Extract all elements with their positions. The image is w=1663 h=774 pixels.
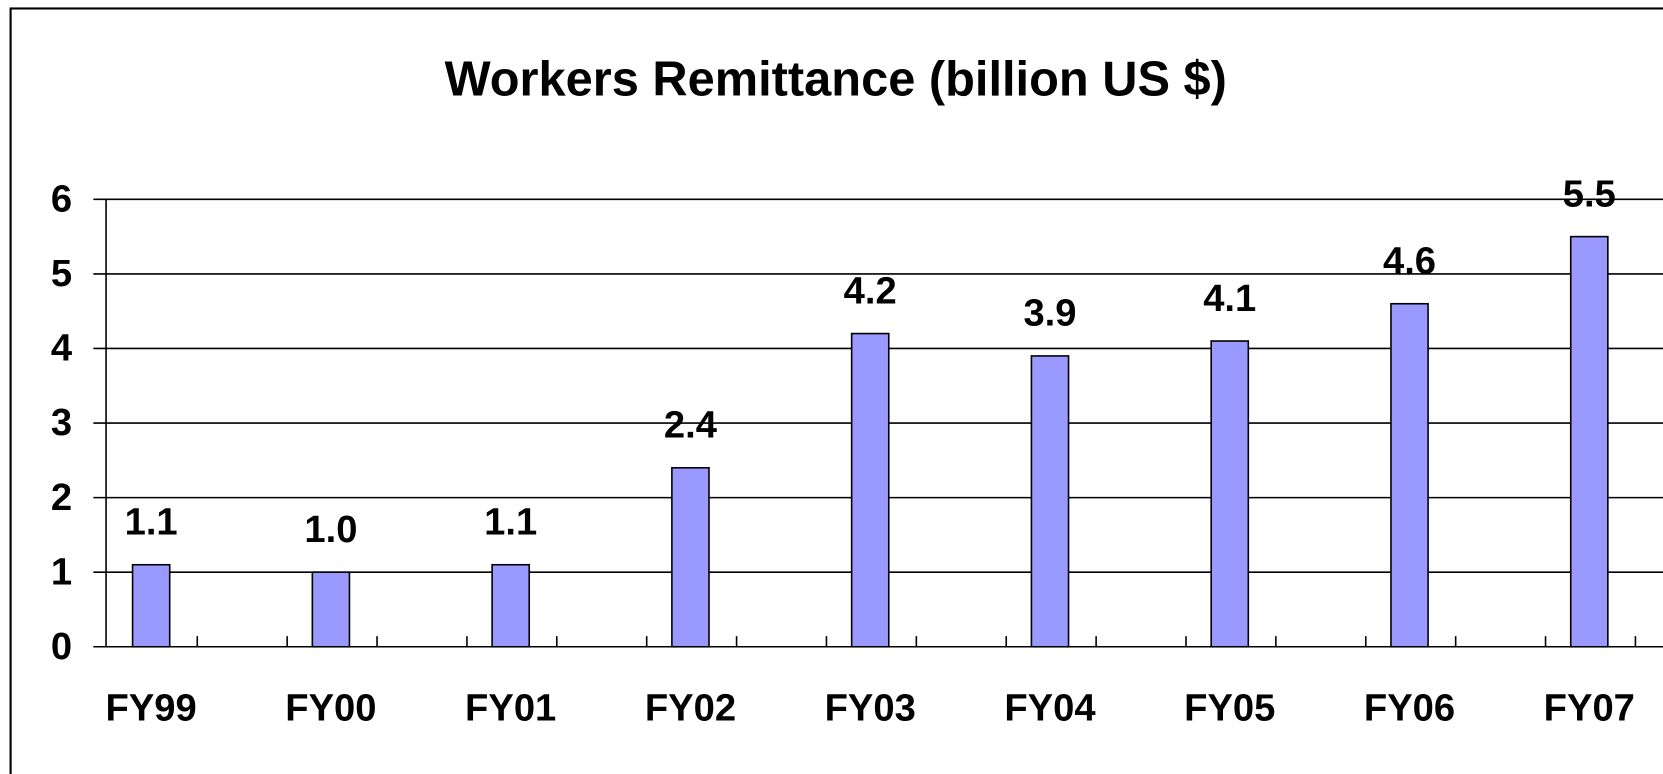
y-tick-label: 6 bbox=[51, 178, 72, 221]
x-tick-label: FY04 bbox=[1004, 686, 1096, 729]
bar bbox=[1210, 340, 1250, 648]
chart-title: Workers Remittance (billion US $) bbox=[445, 53, 1227, 107]
bar bbox=[131, 563, 171, 648]
data-label: 1.1 bbox=[484, 501, 537, 544]
y-tick-label: 3 bbox=[51, 401, 72, 444]
bar bbox=[1390, 302, 1429, 648]
data-label: 2.4 bbox=[664, 404, 718, 447]
x-tick-label: FY07 bbox=[1544, 686, 1635, 729]
x-tick-label: FY03 bbox=[825, 686, 916, 729]
data-label: 3.9 bbox=[1023, 292, 1076, 335]
y-tick-label: 4 bbox=[51, 327, 73, 370]
bar bbox=[850, 332, 890, 648]
data-label: 4.2 bbox=[844, 269, 897, 312]
data-label: 5.5 bbox=[1563, 172, 1616, 215]
bar bbox=[311, 571, 351, 648]
y-tick-label: 2 bbox=[51, 476, 72, 519]
y-tick-label: 0 bbox=[51, 625, 72, 668]
bar bbox=[1569, 235, 1609, 648]
data-label: 1.1 bbox=[125, 501, 178, 544]
data-label: 1.0 bbox=[304, 508, 357, 551]
y-tick-label: 5 bbox=[51, 252, 72, 295]
x-tick-label: FY05 bbox=[1184, 686, 1275, 729]
x-tick-label: FY01 bbox=[465, 686, 556, 729]
bar bbox=[671, 466, 710, 648]
x-tick-label: FY06 bbox=[1364, 686, 1455, 729]
data-label: 4.1 bbox=[1203, 277, 1256, 320]
x-tick-label: FY99 bbox=[106, 686, 197, 729]
bar bbox=[491, 563, 531, 648]
data-label: 4.6 bbox=[1383, 240, 1436, 283]
x-tick-label: FY02 bbox=[645, 686, 736, 729]
bar bbox=[1030, 355, 1070, 648]
x-tick-label: FY00 bbox=[285, 686, 376, 729]
y-tick-label: 1 bbox=[51, 550, 72, 593]
